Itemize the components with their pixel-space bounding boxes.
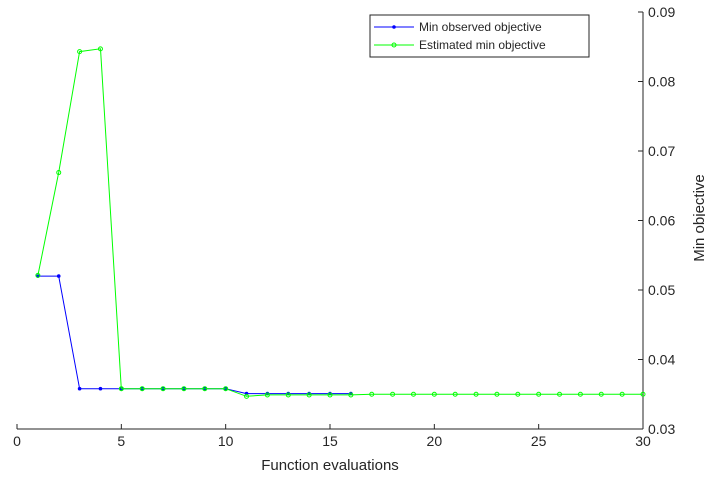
- data-point: [285, 392, 291, 398]
- data-point: [494, 391, 500, 397]
- data-point: [369, 391, 375, 397]
- data-point: [452, 391, 458, 397]
- data-point: [327, 392, 333, 398]
- x-tick-label: 15: [322, 433, 338, 449]
- data-point: [223, 386, 229, 392]
- data-point: [431, 391, 437, 397]
- y-tick-label: 0.03: [648, 421, 675, 437]
- data-point: [202, 386, 208, 392]
- y-tick-label: 0.04: [648, 352, 675, 368]
- data-point: [244, 393, 250, 399]
- data-point: [619, 391, 625, 397]
- legend-label-min-observed: Min observed objective: [419, 20, 542, 34]
- data-point: [536, 391, 542, 397]
- data-point: [640, 391, 646, 397]
- data-point: [56, 170, 62, 176]
- data-point: [348, 392, 354, 398]
- legend-marker-min-observed: [392, 25, 396, 29]
- data-point: [264, 392, 270, 398]
- data-point: [98, 386, 103, 391]
- data-point: [390, 391, 396, 397]
- x-tick-label: 25: [531, 433, 547, 449]
- data-point: [160, 386, 166, 392]
- series-line-1: [37, 48, 643, 397]
- legend-box: [369, 14, 590, 58]
- x-tick-label: 30: [635, 433, 651, 449]
- data-point: [473, 391, 479, 397]
- data-point: [56, 274, 61, 278]
- legend-marker-estimated-min: [391, 42, 397, 48]
- data-point: [139, 386, 145, 392]
- x-tick-label: 10: [218, 433, 234, 449]
- data-point: [306, 392, 312, 398]
- data-point: [77, 386, 82, 391]
- data-point: [181, 386, 187, 392]
- x-tick-label: 20: [427, 433, 443, 449]
- legend: Min observed objective Estimated min obj…: [369, 14, 590, 58]
- x-tick-label: 0: [13, 433, 21, 449]
- y-tick-label: 0.08: [648, 74, 675, 90]
- data-point: [35, 272, 41, 278]
- y-tick-label: 0.07: [648, 143, 675, 159]
- data-point: [557, 391, 563, 397]
- data-point: [77, 49, 83, 55]
- data-point: [515, 391, 521, 397]
- y-tick-label: 0.05: [648, 282, 675, 298]
- series-line-0: [37, 275, 351, 395]
- x-axis-label: Function evaluations: [261, 457, 399, 474]
- y-tick-label: 0.09: [648, 4, 675, 20]
- x-tick-label: 5: [117, 433, 125, 449]
- y-tick-label: 0.06: [648, 213, 675, 229]
- data-point: [577, 391, 583, 397]
- y-axis-label: Min objective: [691, 174, 705, 262]
- plot-area: [35, 46, 646, 399]
- ticks: 0 5 10 15 20 25 300.03 0.04 0.05 0.06 0.07 0.08 0.09: [13, 4, 675, 449]
- data-point: [410, 391, 416, 397]
- data-point: [118, 386, 124, 392]
- data-point: [97, 46, 103, 52]
- data-point: [598, 391, 604, 397]
- legend-label-estimated-min: Estimated min objective: [419, 38, 546, 52]
